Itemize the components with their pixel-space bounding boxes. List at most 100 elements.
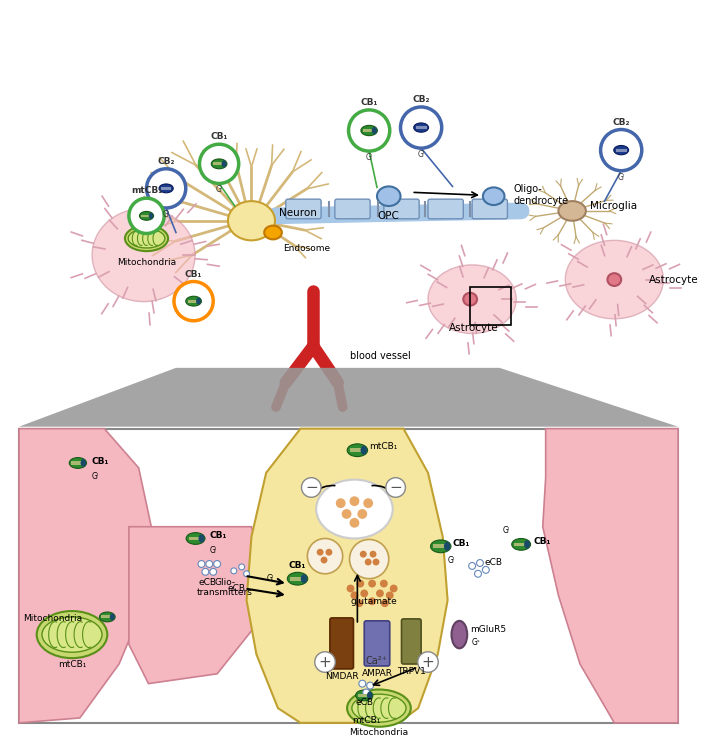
Text: OPC: OPC (378, 211, 400, 221)
Polygon shape (19, 368, 678, 426)
FancyBboxPatch shape (19, 429, 678, 723)
Circle shape (600, 129, 641, 171)
Text: Oligo-
dendrocyte: Oligo- dendrocyte (513, 184, 569, 206)
Text: mGluR5: mGluR5 (470, 625, 506, 635)
Text: Mitochondria: Mitochondria (117, 258, 176, 267)
Circle shape (476, 559, 484, 566)
Circle shape (469, 562, 476, 569)
Circle shape (198, 560, 205, 568)
Ellipse shape (196, 298, 201, 305)
Circle shape (202, 568, 209, 575)
FancyBboxPatch shape (364, 621, 389, 666)
Text: Mitochondria: Mitochondria (349, 727, 409, 737)
Circle shape (350, 496, 360, 506)
Circle shape (389, 585, 398, 592)
Ellipse shape (149, 212, 153, 219)
Ellipse shape (99, 612, 115, 622)
Text: Glio-
transmitters: Glio- transmitters (197, 578, 253, 597)
Circle shape (347, 585, 355, 592)
Text: CB₁: CB₁ (452, 539, 470, 548)
Circle shape (321, 557, 328, 563)
Ellipse shape (352, 694, 406, 722)
Circle shape (174, 282, 213, 321)
Circle shape (210, 568, 217, 575)
Bar (1, 5, 696, 387)
Circle shape (380, 580, 388, 588)
Text: CB₂: CB₂ (612, 117, 630, 126)
Text: +: + (421, 655, 435, 669)
Text: Neuron: Neuron (279, 208, 316, 218)
Text: eCB: eCB (485, 557, 503, 566)
Circle shape (360, 551, 367, 557)
Text: Gᴵ: Gᴵ (210, 546, 217, 555)
Text: Astrocyte: Astrocyte (450, 322, 499, 333)
Ellipse shape (347, 690, 411, 727)
Ellipse shape (565, 240, 663, 319)
Ellipse shape (367, 692, 372, 699)
Bar (470, 288, 511, 325)
Text: Ca²⁺: Ca²⁺ (365, 656, 387, 666)
Polygon shape (161, 187, 171, 189)
Circle shape (350, 539, 389, 579)
Ellipse shape (125, 226, 168, 251)
Circle shape (214, 560, 221, 568)
Circle shape (370, 551, 377, 557)
Polygon shape (213, 163, 225, 166)
Polygon shape (350, 448, 365, 452)
Polygon shape (543, 429, 678, 723)
Text: Astrocyte: Astrocyte (649, 275, 698, 285)
Ellipse shape (198, 534, 205, 542)
Polygon shape (129, 527, 264, 684)
Ellipse shape (512, 539, 530, 551)
Circle shape (358, 509, 367, 519)
Ellipse shape (69, 458, 86, 468)
Circle shape (231, 568, 236, 574)
Text: CB₁: CB₁ (210, 132, 228, 141)
Circle shape (474, 571, 481, 577)
Text: mtCB₁: mtCB₁ (352, 716, 380, 725)
Text: Gᴵ: Gᴵ (418, 150, 425, 159)
Circle shape (326, 549, 332, 556)
Circle shape (307, 539, 343, 574)
FancyBboxPatch shape (335, 199, 370, 218)
Text: mtCB₁: mtCB₁ (58, 660, 86, 669)
Circle shape (401, 107, 442, 148)
Polygon shape (72, 461, 84, 464)
FancyBboxPatch shape (330, 618, 353, 669)
Ellipse shape (360, 446, 367, 455)
Text: CB₁: CB₁ (210, 531, 227, 540)
Ellipse shape (110, 614, 115, 620)
Circle shape (365, 559, 372, 565)
Circle shape (350, 518, 360, 528)
Text: blood vessel: blood vessel (350, 351, 410, 361)
Ellipse shape (264, 226, 282, 239)
Ellipse shape (524, 540, 530, 548)
Polygon shape (363, 129, 375, 132)
Text: CB₂: CB₂ (157, 157, 175, 166)
Circle shape (482, 566, 489, 574)
Text: eCB: eCB (198, 578, 217, 587)
Ellipse shape (139, 212, 154, 220)
Circle shape (316, 549, 324, 556)
Ellipse shape (316, 480, 393, 539)
Circle shape (147, 169, 185, 208)
Ellipse shape (186, 533, 205, 545)
Text: CB₁: CB₁ (185, 270, 202, 279)
Text: eCB: eCB (228, 583, 246, 593)
Text: eCB: eCB (355, 698, 373, 707)
Text: CB₁: CB₁ (91, 456, 109, 466)
Text: Endosome: Endosome (283, 244, 330, 253)
Circle shape (368, 597, 376, 605)
Ellipse shape (430, 540, 451, 553)
Polygon shape (290, 577, 305, 580)
Text: Microglia: Microglia (590, 201, 637, 211)
Ellipse shape (428, 265, 516, 334)
Polygon shape (141, 215, 152, 217)
Polygon shape (19, 429, 154, 723)
Ellipse shape (128, 229, 165, 248)
Polygon shape (358, 694, 371, 697)
Ellipse shape (92, 209, 195, 302)
Ellipse shape (347, 444, 367, 457)
Circle shape (350, 591, 358, 600)
Circle shape (359, 680, 366, 687)
